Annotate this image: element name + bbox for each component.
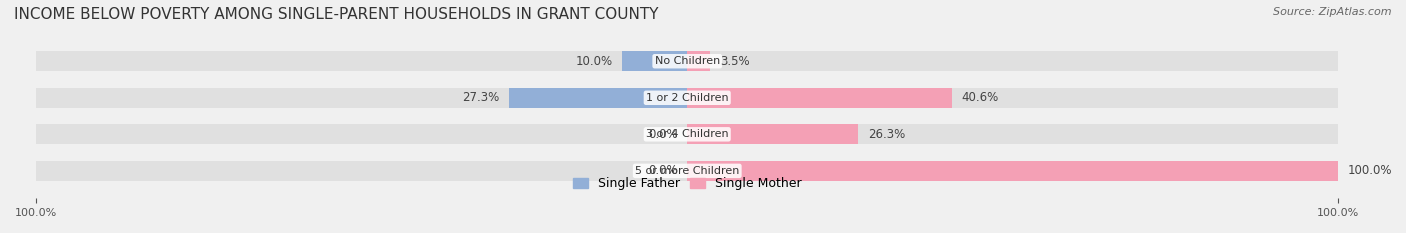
Text: 5 or more Children: 5 or more Children: [636, 166, 740, 176]
Bar: [688, 51, 710, 71]
Legend: Single Father, Single Mother: Single Father, Single Mother: [568, 172, 807, 195]
Text: No Children: No Children: [655, 56, 720, 66]
Bar: [688, 51, 1339, 71]
Bar: [621, 51, 688, 71]
Bar: [688, 88, 1339, 108]
Text: 3 or 4 Children: 3 or 4 Children: [645, 129, 728, 139]
Bar: [509, 88, 688, 108]
Bar: [37, 88, 688, 108]
Text: 3.5%: 3.5%: [720, 55, 749, 68]
Bar: [37, 161, 688, 181]
Text: 1 or 2 Children: 1 or 2 Children: [645, 93, 728, 103]
Text: 27.3%: 27.3%: [463, 91, 499, 104]
Text: 0.0%: 0.0%: [648, 128, 678, 141]
Text: 0.0%: 0.0%: [648, 164, 678, 177]
Text: INCOME BELOW POVERTY AMONG SINGLE-PARENT HOUSEHOLDS IN GRANT COUNTY: INCOME BELOW POVERTY AMONG SINGLE-PARENT…: [14, 7, 658, 22]
Text: 26.3%: 26.3%: [869, 128, 905, 141]
Bar: [688, 124, 1339, 144]
Bar: [688, 88, 952, 108]
Bar: [37, 124, 688, 144]
Bar: [688, 161, 1339, 181]
Text: 10.0%: 10.0%: [575, 55, 613, 68]
Text: Source: ZipAtlas.com: Source: ZipAtlas.com: [1274, 7, 1392, 17]
Text: 40.6%: 40.6%: [962, 91, 998, 104]
Bar: [688, 124, 859, 144]
Bar: [688, 161, 1339, 181]
Bar: [37, 51, 688, 71]
Text: 100.0%: 100.0%: [1348, 164, 1392, 177]
